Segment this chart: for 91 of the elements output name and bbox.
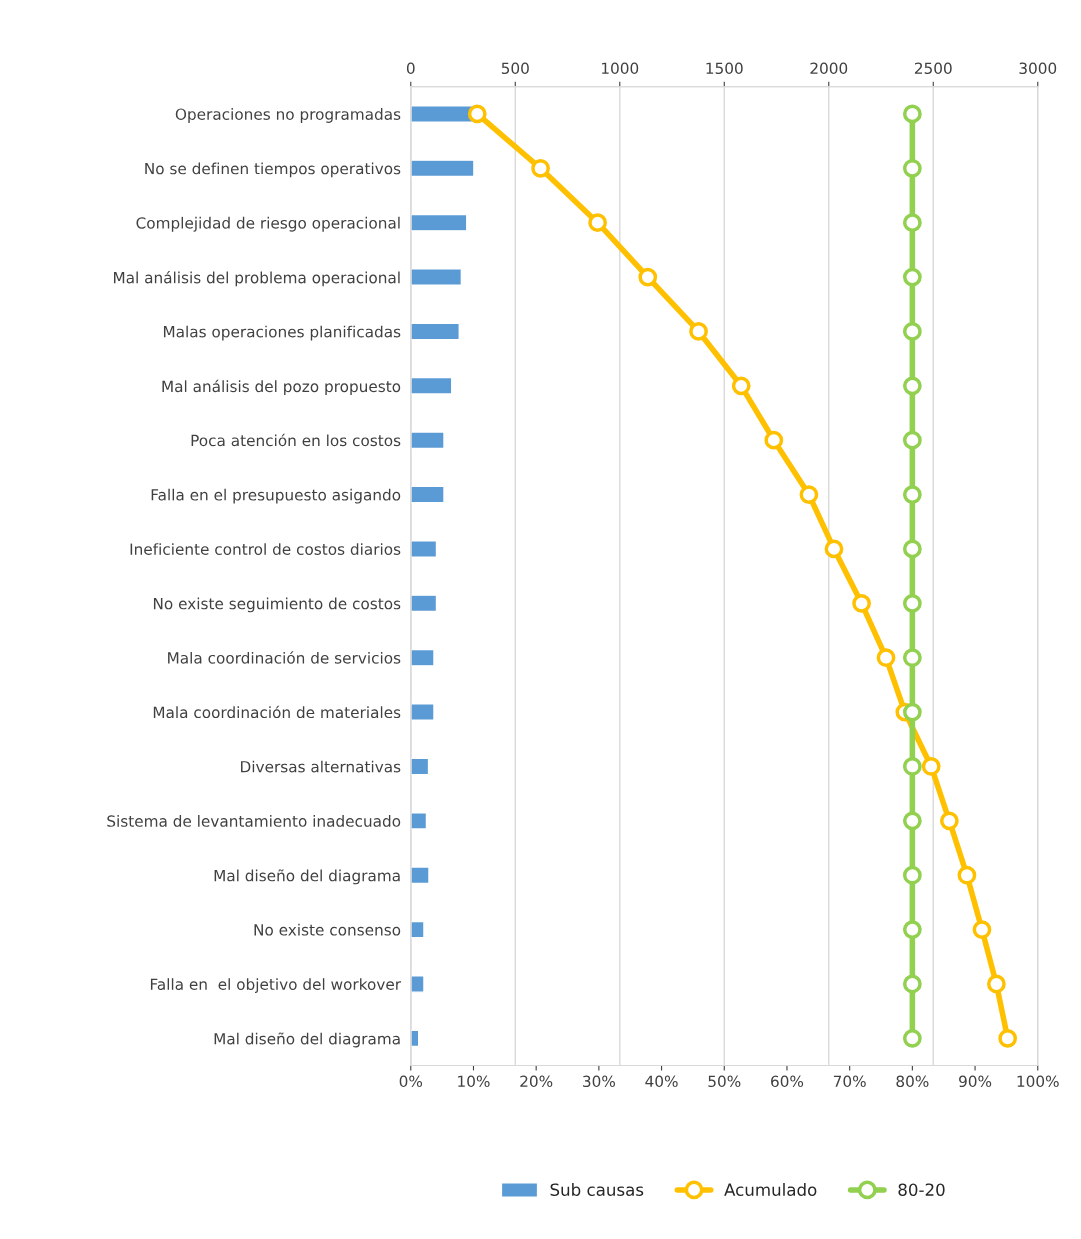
y-tick-label: Mal análisis del pozo propuesto [162, 379, 401, 396]
bar [410, 866, 430, 885]
point [902, 267, 922, 287]
y-tick-label: Falla en el presupuesto asigando [151, 488, 401, 504]
x2-tick-label: 0% [399, 1075, 423, 1088]
bar [410, 703, 435, 721]
point [902, 648, 922, 668]
point [902, 865, 922, 885]
point [902, 158, 922, 178]
legend-label: Sub causas [550, 1183, 644, 1196]
point [689, 322, 708, 341]
bar [410, 757, 430, 776]
point [902, 702, 922, 722]
bar [410, 431, 445, 450]
point [902, 974, 922, 994]
x2-tick-label: 50% [708, 1075, 741, 1088]
bar [410, 376, 453, 395]
point [731, 376, 751, 396]
legend-label: Acumulado [724, 1183, 817, 1196]
point [902, 1028, 922, 1048]
bar [410, 1029, 420, 1048]
x2-tick-label: 30% [583, 1075, 616, 1088]
point [902, 920, 922, 939]
bar [410, 540, 438, 558]
y-tick-label: Mala coordinación de servicios [168, 651, 401, 664]
point [902, 757, 922, 776]
y-tick-label: Malas operaciones planificadas [163, 325, 401, 341]
x-tick-label: 2500 [914, 62, 952, 75]
point [902, 593, 922, 613]
y-tick-label: No se definen tiempos operativos [145, 162, 401, 178]
y-tick-label: Mala coordinación de materiales [153, 705, 401, 719]
y-tick-label: Mal diseño del diagrama [214, 1032, 400, 1048]
bar [410, 811, 428, 830]
point [824, 539, 844, 559]
point [638, 267, 658, 287]
x2-tick-label: 100% [1017, 1075, 1059, 1088]
point [998, 1028, 1018, 1048]
point [902, 376, 922, 396]
x2-tick-label: 80% [896, 1075, 929, 1088]
y-tick-label: Mal diseño del diagrama [214, 869, 400, 885]
point [972, 920, 992, 939]
x-tick-label: 1500 [706, 62, 743, 75]
point [902, 213, 922, 233]
point [902, 322, 922, 341]
x2-tick-label: 60% [771, 1075, 804, 1088]
point [467, 104, 487, 124]
y-tick-label: Operaciones no programadas [175, 108, 401, 123]
point [902, 485, 922, 504]
point [876, 648, 896, 668]
point [764, 430, 784, 450]
point [902, 811, 922, 831]
point [987, 974, 1006, 994]
bar [410, 648, 435, 667]
y-tick-label: Sistema de levantamiento inadecuado [107, 815, 401, 827]
point [588, 213, 607, 233]
legend-label: 80-20 [898, 1183, 945, 1196]
x2-tick-label: 10% [458, 1075, 490, 1088]
bar [410, 159, 475, 178]
x-tick-label: 0 [406, 62, 415, 75]
y-tick-label: No existe consenso [254, 923, 401, 936]
bar [410, 268, 463, 286]
x2-tick-label: 70% [833, 1075, 866, 1088]
x2-tick-label: 40% [645, 1075, 678, 1088]
point [799, 485, 819, 504]
x-tick-label: 1000 [602, 62, 639, 75]
x2-tick-label: 90% [959, 1075, 992, 1088]
y-tick-label: Poca atención en los costos [191, 433, 401, 447]
y-tick-label: Mal análisis del problema operacional [114, 270, 400, 287]
point [902, 104, 922, 124]
bar [410, 594, 438, 613]
x-tick-label: 500 [501, 62, 529, 75]
bar [410, 213, 468, 232]
bar [410, 920, 425, 939]
point [921, 757, 941, 776]
x-tick-label: 3000 [1019, 62, 1057, 75]
y-tick-label: Complejidad de riesgo operacional [136, 216, 400, 232]
point [939, 811, 959, 831]
point [852, 593, 871, 613]
y-tick-label: No existe seguimiento de costos [153, 597, 401, 613]
point [531, 158, 550, 178]
point [902, 430, 922, 450]
y-tick-label: Falla en el objetivo del workover [150, 978, 402, 993]
y-tick-label: Diversas alternativas [241, 760, 401, 773]
bar [410, 485, 445, 504]
point [902, 539, 922, 559]
x2-tick-label: 20% [520, 1075, 553, 1088]
y-tick-label: Ineficiente control de costos diarios [130, 543, 401, 555]
bar [410, 975, 425, 993]
bar [410, 322, 460, 341]
point [957, 865, 977, 885]
x-tick-label: 2000 [810, 62, 848, 75]
